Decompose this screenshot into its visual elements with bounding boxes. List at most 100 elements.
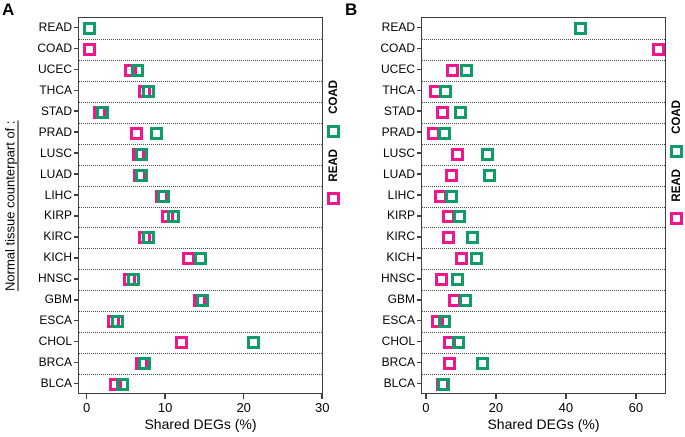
row-separator [422, 248, 665, 250]
row-separator [79, 164, 322, 166]
x-axis-title-b: Shared DEGs (%) [487, 416, 600, 432]
x-tick [565, 394, 567, 399]
marker-read [129, 126, 143, 140]
row-label-kich: KICH [386, 250, 415, 265]
marker-read [446, 63, 460, 77]
marker-coad [246, 336, 260, 350]
marker-coad [115, 378, 129, 392]
row-separator [422, 80, 665, 82]
row-label-coad: COAD [37, 40, 72, 55]
row-label-ucec: UCEC [37, 61, 72, 76]
marker-coad [573, 21, 587, 35]
y-tick [417, 340, 421, 343]
row-label-brca: BRCA [38, 355, 72, 370]
x-tick-label: 60 [628, 400, 644, 415]
marker-coad [476, 357, 490, 371]
row-label-kirp: KIRP [386, 208, 415, 223]
y-tick [417, 298, 421, 301]
x-tick-label: 20 [488, 400, 504, 415]
x-tick [425, 394, 427, 399]
y-tick [417, 257, 421, 259]
row-separator [79, 80, 322, 82]
y-tick [417, 110, 421, 113]
row-label-kich: KICH [43, 250, 72, 265]
row-separator [422, 143, 665, 145]
marker-coad [460, 63, 474, 77]
row-separator [79, 185, 322, 187]
row-separator [79, 374, 322, 376]
y-tick [417, 131, 421, 133]
row-label-blca: BLCA [383, 376, 415, 391]
marker-read [434, 273, 448, 287]
marker-coad [138, 357, 152, 371]
row-separator [79, 38, 322, 40]
row-label-chol: CHOL [381, 334, 415, 349]
y-tick [417, 278, 421, 280]
row-separator [422, 374, 665, 376]
row-label-prad: PRAD [381, 124, 415, 139]
y-tick [417, 194, 421, 196]
row-separator [79, 353, 322, 355]
row-separator [422, 122, 665, 124]
panel-a: A Shared DEGs (%) COAD READ READ COAD UCEC… [0, 0, 342, 437]
y-tick [74, 26, 78, 29]
legend-swatch-read-icon [670, 212, 683, 226]
y-tick [74, 131, 78, 133]
marker-coad [194, 252, 208, 266]
marker-read [651, 42, 665, 56]
x-tick [242, 394, 245, 399]
y-tick [74, 236, 78, 238]
row-separator [79, 311, 322, 313]
marker-coad [134, 147, 148, 161]
y-tick [74, 340, 78, 343]
y-tick [417, 47, 421, 50]
x-tick [321, 394, 323, 399]
panel-b: B Shared DEGs (%) COAD READ READ COAD UCEC… [343, 0, 685, 437]
row-label-hnsc: HNSC [37, 271, 72, 286]
marker-coad [444, 189, 458, 203]
y-tick [74, 47, 78, 50]
row-label-hnsc: HNSC [380, 271, 415, 286]
plot-area-b [421, 17, 666, 394]
y-tick [417, 236, 421, 238]
row-separator [422, 59, 665, 61]
row-separator [422, 206, 665, 208]
row-label-ucec: UCEC [380, 61, 415, 76]
marker-read [442, 231, 456, 245]
legend-a: COAD READ [325, 80, 342, 206]
marker-read [82, 42, 96, 56]
marker-coad [469, 252, 483, 266]
marker-coad [157, 189, 171, 203]
marker-coad [127, 273, 141, 287]
marker-read [454, 252, 468, 266]
y-tick [417, 319, 421, 322]
x-tick-label: 30 [314, 400, 330, 415]
legend-label-coad: COAD [327, 80, 340, 114]
marker-read [430, 315, 444, 329]
marker-read [174, 336, 188, 350]
marker-read [443, 336, 457, 350]
y-tick [417, 26, 421, 29]
marker-coad [438, 126, 452, 140]
row-label-kirc: KIRC [43, 229, 72, 244]
row-separator [422, 290, 665, 292]
marker-coad [150, 126, 164, 140]
row-label-gbm: GBM [44, 292, 72, 307]
marker-coad [436, 378, 450, 392]
legend-label-read: READ [327, 148, 340, 182]
row-label-lihc: LIHC [387, 187, 415, 202]
marker-read [182, 252, 196, 266]
marker-coad [83, 21, 97, 35]
row-label-thca: THCA [39, 82, 72, 97]
row-label-read: READ [381, 19, 415, 34]
legend-label-coad: COAD [670, 100, 683, 134]
marker-coad [453, 105, 467, 119]
row-separator [422, 269, 665, 271]
x-axis-title-a: Shared DEGs (%) [144, 416, 257, 432]
marker-coad [131, 63, 145, 77]
marker-read [123, 63, 137, 77]
marker-coad [437, 315, 451, 329]
y-tick [74, 152, 78, 154]
y-tick [417, 152, 421, 154]
row-label-lihc: LIHC [44, 187, 72, 202]
